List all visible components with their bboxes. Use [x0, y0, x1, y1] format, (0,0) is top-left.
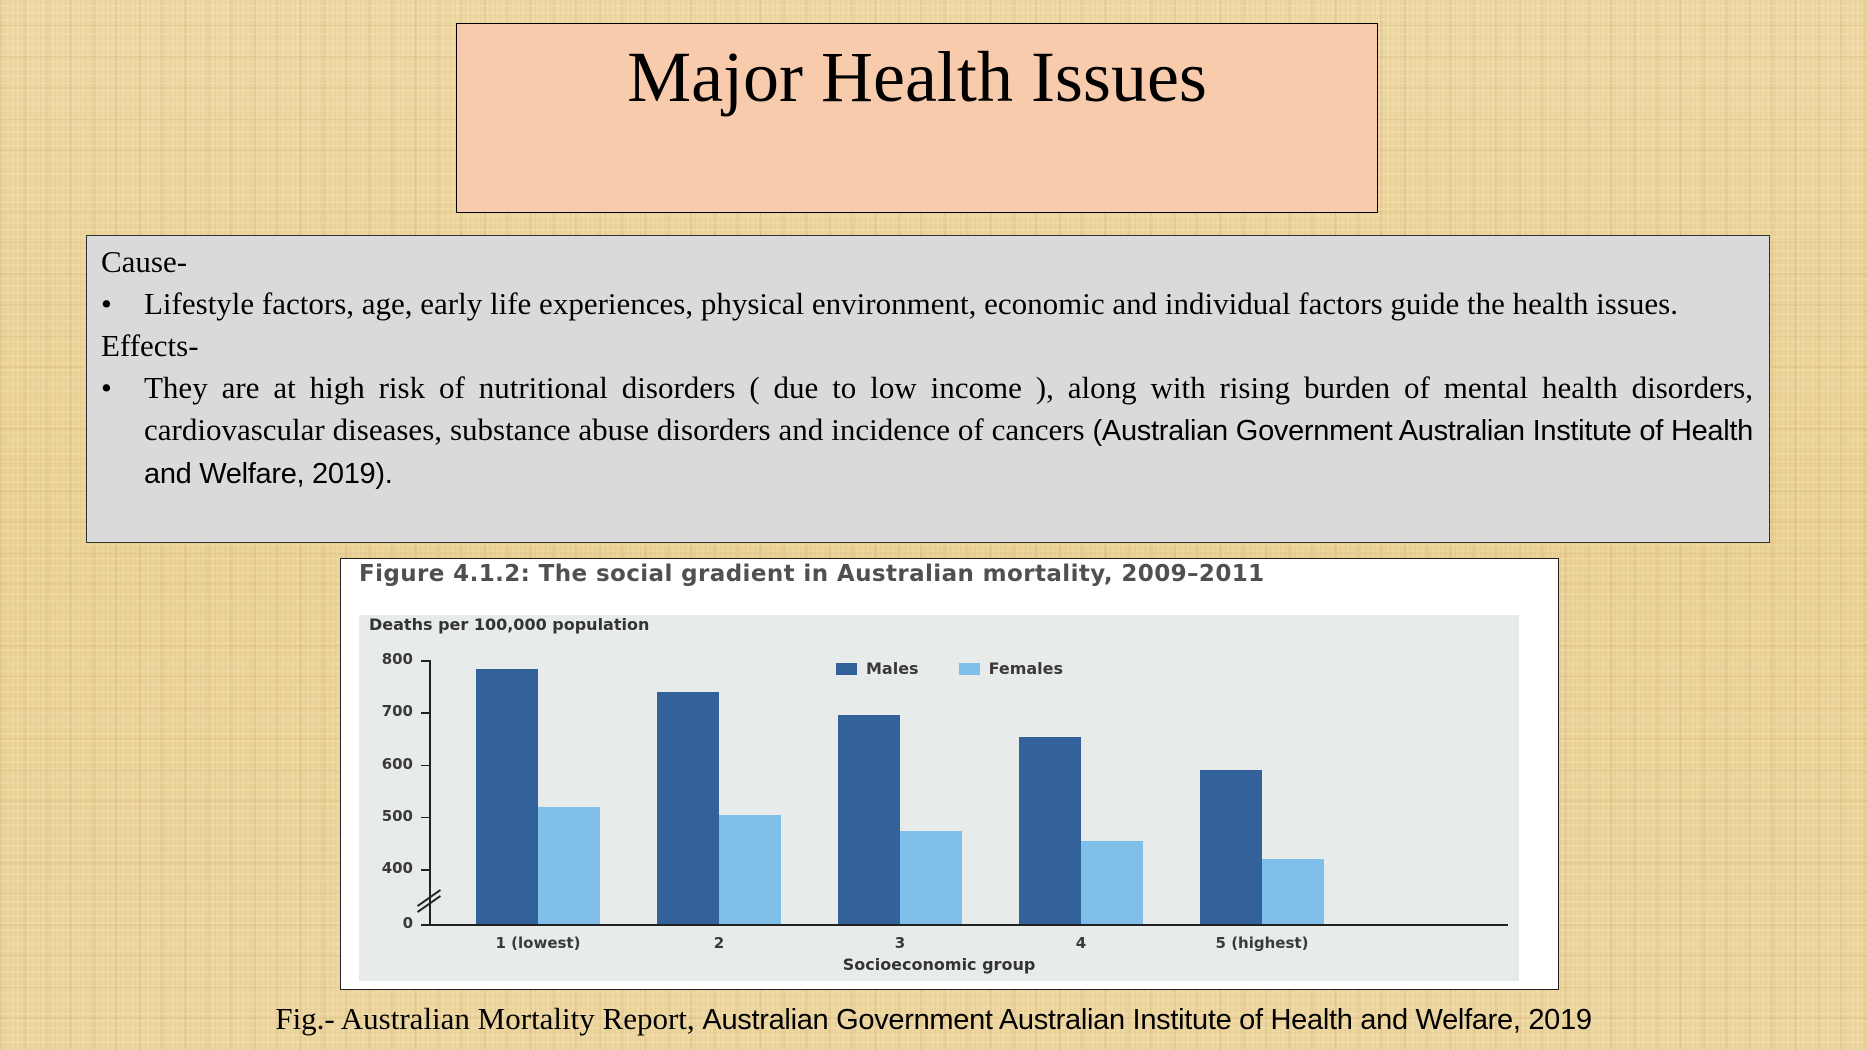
- bar-females: [538, 807, 600, 924]
- chart-panel: Deaths per 100,000 population Males Fema…: [359, 615, 1519, 981]
- figure-caption: Fig.- Australian Mortality Report, Austr…: [0, 1001, 1867, 1037]
- x-tick-label: 4: [1075, 934, 1087, 952]
- y-tick: [421, 924, 429, 926]
- legend-item-males: Males: [836, 659, 919, 678]
- x-axis-label: Socioeconomic group: [842, 955, 1036, 974]
- caption-prefix: Fig.- Australian Mortality Report,: [275, 1001, 703, 1036]
- legend-swatch-males: [836, 662, 857, 675]
- bar-males: [838, 715, 900, 924]
- effects-heading: Effects-: [101, 328, 199, 363]
- y-axis: [429, 660, 431, 925]
- caption-source: Australian Government Australian Institu…: [702, 1004, 1592, 1036]
- y-tick: [421, 869, 429, 871]
- y-tick: [421, 816, 429, 819]
- bar-males: [1200, 769, 1262, 924]
- x-tick-label: 5 (highest): [1215, 934, 1309, 952]
- cause-bullet: • Lifestyle factors, age, early life exp…: [101, 283, 1753, 325]
- bullet-icon: •: [101, 370, 112, 405]
- y-tick: [421, 660, 429, 662]
- legend-label-females: Females: [988, 659, 1064, 678]
- bar-females: [1081, 841, 1143, 924]
- bullet-icon: •: [101, 286, 112, 321]
- y-tick: [421, 764, 429, 766]
- legend-label-males: Males: [866, 659, 919, 678]
- figure-image: Figure 4.1.2: The social gradient in Aus…: [340, 558, 1559, 990]
- bar-males: [657, 692, 719, 924]
- y-tick: [421, 712, 429, 714]
- y-tick-label: 500: [381, 806, 413, 825]
- x-tick-label: 3: [894, 934, 906, 952]
- bar-males: [476, 668, 538, 924]
- bar-females: [719, 815, 781, 924]
- title-box: Major Health Issues: [456, 23, 1378, 213]
- y-tick-label: 800: [381, 650, 413, 668]
- content-box: Cause- • Lifestyle factors, age, early l…: [86, 235, 1770, 543]
- cause-heading: Cause-: [101, 244, 188, 279]
- effects-bullet: • They are at high risk of nutritional d…: [101, 367, 1753, 495]
- x-tick-label: 1 (lowest): [495, 934, 581, 952]
- effects-citation: (Australian Government Australian Instit…: [144, 415, 1753, 490]
- figure-title: Figure 4.1.2: The social gradient in Aus…: [359, 561, 1265, 587]
- legend-item-females: Females: [958, 659, 1064, 678]
- bar-females: [900, 831, 962, 924]
- slide-title: Major Health Issues: [627, 37, 1207, 117]
- bar-males: [1019, 737, 1081, 924]
- cause-text: Lifestyle factors, age, early life exper…: [144, 286, 1678, 321]
- y-tick-label: 700: [381, 702, 413, 721]
- x-tick-label: 2: [713, 934, 725, 952]
- bar-females: [1262, 858, 1324, 924]
- y-tick-label: 600: [381, 754, 413, 773]
- y-tick-label: 400: [381, 859, 413, 877]
- legend-swatch-females: [958, 662, 980, 675]
- x-axis: [421, 924, 1508, 926]
- y-tick-label: 0: [402, 914, 413, 932]
- y-axis-label: Deaths per 100,000 population: [369, 615, 650, 634]
- effects-text: They are at high risk of nutritional dis…: [144, 370, 1753, 447]
- chart-legend: Males Females: [836, 659, 1093, 678]
